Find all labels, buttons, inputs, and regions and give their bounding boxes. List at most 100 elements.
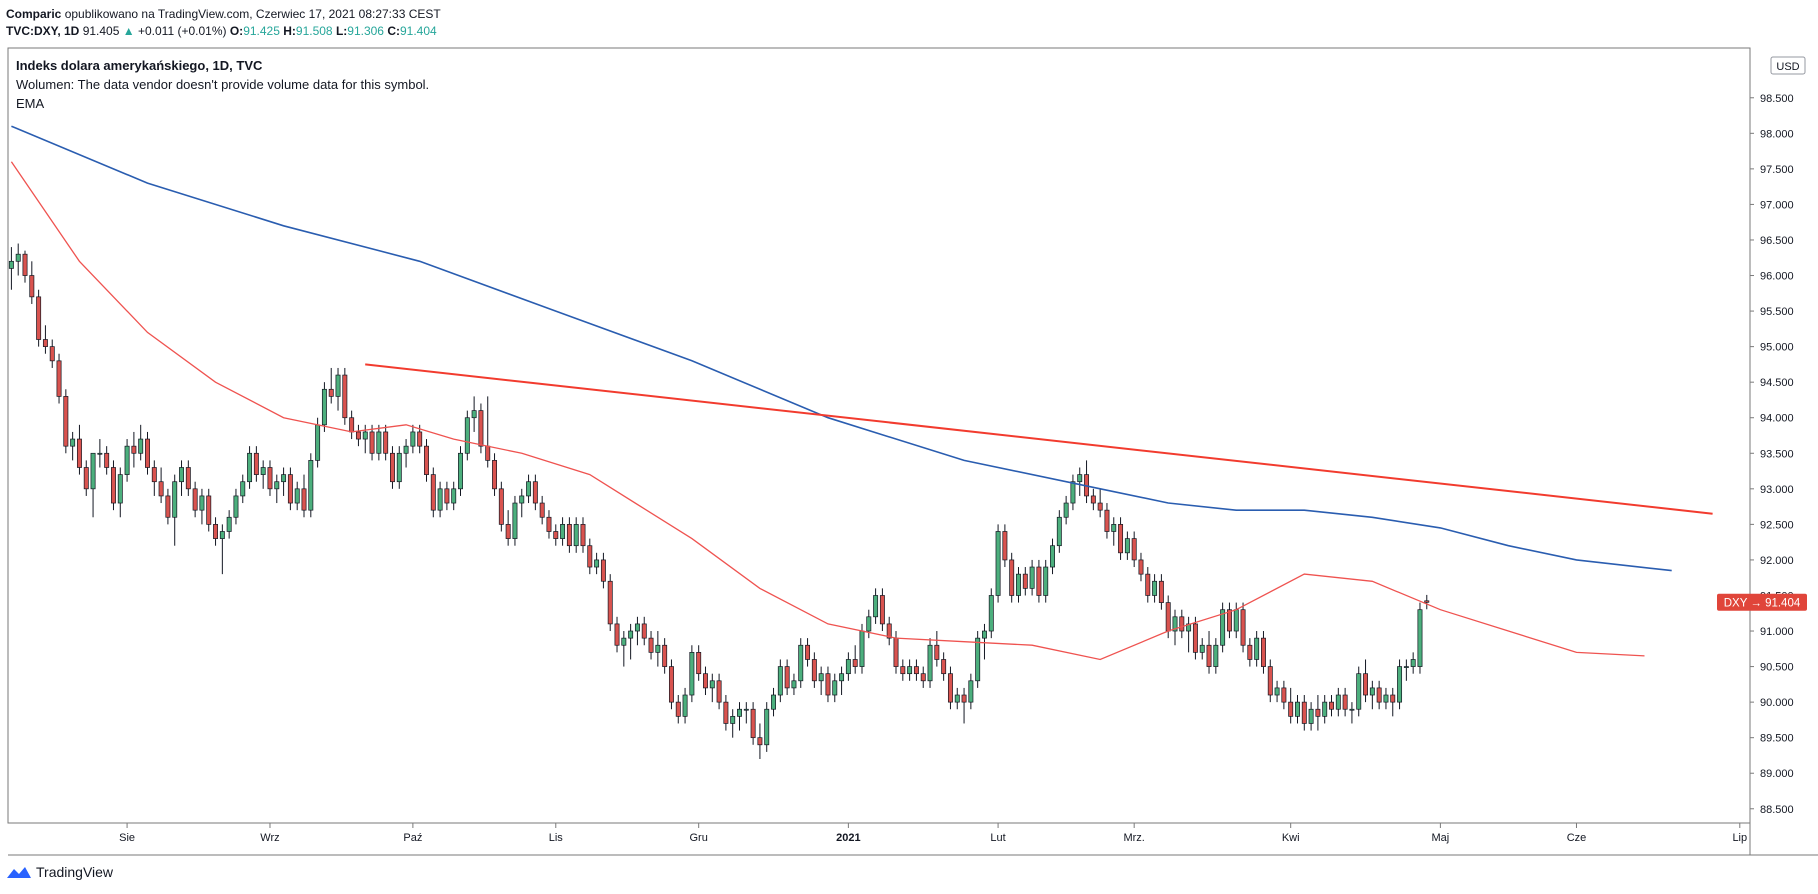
ema-label[interactable]: EMA: [16, 96, 45, 111]
candle-body: [709, 680, 715, 689]
low-value: 91.306: [347, 24, 384, 38]
candle-body: [995, 531, 1001, 596]
y-tick-label: 94.500: [1760, 377, 1794, 389]
candle: [825, 666, 831, 703]
instrument-title[interactable]: Indeks dolara amerykańskiego, 1D, TVC: [16, 58, 263, 73]
candle: [852, 645, 858, 674]
candle: [1050, 538, 1055, 575]
candle: [682, 687, 688, 724]
candle: [383, 424, 389, 461]
candle-body: [260, 467, 266, 475]
candle: [1002, 524, 1008, 568]
x-tick-label: Mrz.: [1123, 832, 1144, 844]
candle-body: [1016, 573, 1021, 596]
candle-body: [424, 445, 429, 475]
candle-body: [199, 495, 205, 511]
candle: [573, 517, 579, 553]
candle: [97, 439, 103, 468]
candles: [8, 243, 1430, 760]
candle: [1274, 680, 1280, 703]
brand-name[interactable]: TradingView: [36, 864, 114, 880]
candle: [492, 453, 497, 496]
currency-box[interactable]: USD: [1770, 56, 1806, 75]
candle: [1016, 567, 1021, 603]
candle-body: [328, 388, 334, 397]
candle-body: [764, 708, 770, 746]
candle: [1206, 631, 1212, 674]
candle: [934, 631, 940, 667]
candle-body: [1226, 609, 1232, 632]
candle: [328, 367, 334, 404]
y-tick-label: 93.500: [1760, 448, 1794, 460]
candle: [784, 659, 790, 696]
candle: [941, 652, 947, 681]
candle: [1179, 609, 1185, 639]
candle-body: [737, 708, 742, 717]
y-tick-label: 97.500: [1760, 164, 1794, 176]
candle-body: [1295, 701, 1300, 717]
high-label: H:: [283, 24, 296, 38]
candle-body: [1002, 531, 1008, 561]
volume-note[interactable]: Wolumen: The data vendor doesn't provide…: [16, 77, 430, 92]
candle: [1403, 659, 1409, 681]
candle: [1329, 695, 1334, 717]
candle: [512, 495, 518, 546]
candle: [886, 616, 892, 646]
candle-body: [832, 680, 838, 696]
candle-body: [192, 488, 198, 511]
candle: [444, 481, 450, 511]
time-axis[interactable]: Sie Wrz Paź Lis Gru 2021 Lut Mrz. Kwi Maj Cze Lip: [119, 823, 1747, 844]
x-tick-label: Lip: [1732, 832, 1747, 844]
candle: [1152, 574, 1158, 603]
candle-body: [716, 680, 722, 703]
candle-body: [532, 481, 538, 504]
candle-body: [662, 644, 668, 667]
candle-body: [655, 644, 661, 653]
candle: [49, 339, 55, 368]
candle: [1104, 503, 1110, 539]
candle: [961, 687, 967, 724]
candle-body: [396, 452, 402, 483]
candle-body: [594, 559, 600, 568]
candle: [1335, 687, 1341, 717]
candle-body: [240, 481, 246, 497]
y-tick-label: 89.000: [1760, 768, 1794, 780]
candle-body: [478, 410, 484, 447]
candle: [70, 431, 76, 461]
candle: [546, 510, 552, 539]
candle-body: [784, 666, 790, 689]
candle: [206, 488, 212, 532]
candle: [1342, 687, 1348, 717]
candle: [553, 524, 559, 546]
candle-body: [1158, 580, 1164, 603]
candle-body: [743, 708, 749, 711]
candle-body: [498, 488, 504, 525]
candle: [723, 695, 729, 731]
candle-body: [206, 495, 212, 525]
candle-body: [349, 417, 355, 433]
candle-body: [1267, 666, 1273, 696]
candle-body: [471, 410, 477, 419]
candle-body: [648, 637, 654, 653]
tradingview-logo-icon[interactable]: [6, 865, 32, 879]
candle: [417, 424, 423, 454]
price-change: +0.011 (+0.01%): [137, 24, 227, 38]
candle: [1172, 609, 1178, 646]
author-name[interactable]: Comparic: [6, 7, 62, 21]
price-axis[interactable]: 98.500 98.000 97.500 97.000 96.500 96.000 95.5…: [1750, 93, 1794, 816]
candle: [771, 687, 776, 717]
candle: [464, 410, 470, 461]
candle-body: [253, 452, 259, 475]
candle-body: [451, 488, 457, 504]
candle: [1308, 702, 1314, 731]
close-label: C:: [387, 24, 400, 38]
candle-body: [560, 524, 566, 539]
x-tick-label: 2021: [836, 832, 860, 844]
y-tick-label: 93.000: [1760, 484, 1794, 496]
candle-body: [1199, 644, 1205, 653]
candle: [29, 261, 35, 304]
candle-body: [1152, 580, 1158, 596]
candle-body: [145, 438, 150, 468]
candle: [1240, 602, 1246, 653]
